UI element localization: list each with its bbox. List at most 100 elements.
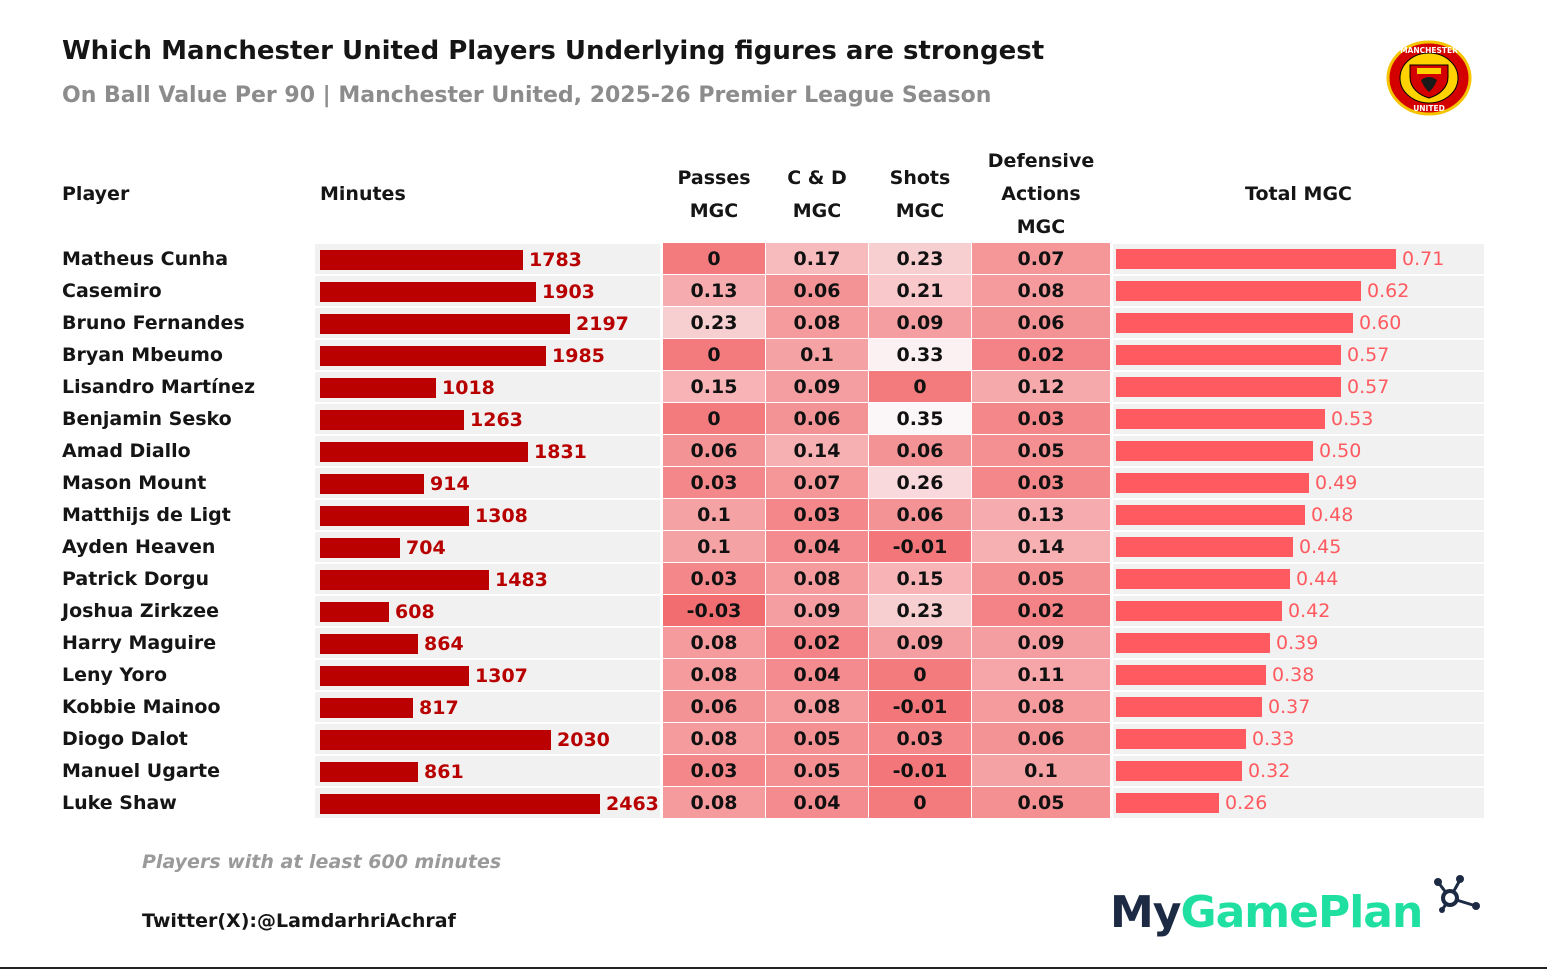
total-value: 0.26 <box>1225 792 1268 814</box>
minutes-bar <box>320 250 523 270</box>
player-name: Bryan Mbeumo <box>62 344 223 366</box>
mgc-cell-cd: 0.06 <box>766 275 868 307</box>
mgc-cell-passes: 0.03 <box>663 563 765 595</box>
total-value: 0.50 <box>1319 440 1362 462</box>
minutes-value: 1483 <box>495 569 548 591</box>
table-row: Lisandro Martínez 1018 0.15 0.09 0 0.12 0.57 <box>0 371 1547 403</box>
player-name: Luke Shaw <box>62 792 177 814</box>
mgc-cell-def: 0.07 <box>972 243 1110 275</box>
table-row: Manuel Ugarte 861 0.03 0.05 -0.01 0.1 0.32 <box>0 755 1547 787</box>
mgc-cell-def: 0.13 <box>972 499 1110 531</box>
minutes-bar <box>320 666 469 686</box>
total-value: 0.37 <box>1268 696 1311 718</box>
mgc-cell-cd: 0.02 <box>766 627 868 659</box>
total-bar <box>1116 345 1341 365</box>
brand-part1: My <box>1110 887 1181 938</box>
mgc-cell-passes: 0.08 <box>663 787 765 819</box>
total-bar <box>1116 761 1242 781</box>
mgc-cell-shots: 0 <box>869 371 971 403</box>
header-passes-line1: Passes <box>677 167 751 189</box>
minutes-bar <box>320 538 400 558</box>
mgc-cell-def: 0.14 <box>972 531 1110 563</box>
minutes-bar <box>320 762 418 782</box>
mgc-cell-shots: -0.01 <box>869 755 971 787</box>
minutes-value: 1985 <box>552 345 605 367</box>
minutes-bar <box>320 410 464 430</box>
mgc-cell-def: 0.02 <box>972 595 1110 627</box>
minutes-bar <box>320 794 600 814</box>
mgc-cell-def: 0.11 <box>972 659 1110 691</box>
mgc-cell-cd: 0.06 <box>766 403 868 435</box>
mgc-cell-cd: 0.05 <box>766 755 868 787</box>
mgc-cell-cd: 0.04 <box>766 659 868 691</box>
total-bar <box>1116 569 1290 589</box>
crest-text-bottom: UNITED <box>1413 104 1445 113</box>
total-value: 0.57 <box>1347 376 1390 398</box>
minutes-value: 2030 <box>557 729 610 751</box>
table-row: Luke Shaw 2463 0.08 0.04 0 0.05 0.26 <box>0 787 1547 819</box>
minutes-value: 1831 <box>534 441 587 463</box>
minutes-value: 1308 <box>475 505 528 527</box>
total-value: 0.53 <box>1331 408 1374 430</box>
minutes-value: 2197 <box>576 313 629 335</box>
brand-part2: GamePlan <box>1180 887 1423 938</box>
header-player: Player <box>62 183 130 205</box>
total-value: 0.42 <box>1288 600 1331 622</box>
mgc-cell-shots: 0.23 <box>869 243 971 275</box>
header-passes-line2: MGC <box>689 200 739 222</box>
header-defensive: Defensive Actions MGC <box>972 145 1110 244</box>
footnote: Players with at least 600 minutes <box>142 851 502 873</box>
minutes-bar <box>320 730 551 750</box>
mgc-cell-def: 0.12 <box>972 371 1110 403</box>
total-bar <box>1116 313 1353 333</box>
mgc-cell-cd: 0.09 <box>766 595 868 627</box>
player-name: Matthijs de Ligt <box>62 504 231 526</box>
network-nodes-icon <box>1434 875 1480 913</box>
total-value: 0.62 <box>1367 280 1410 302</box>
mgc-cell-cd: 0.08 <box>766 307 868 339</box>
mgc-cell-cd: 0.04 <box>766 531 868 563</box>
mgc-cell-shots: 0.09 <box>869 307 971 339</box>
total-value: 0.49 <box>1315 472 1358 494</box>
mgc-cell-cd: 0.05 <box>766 723 868 755</box>
mgc-cell-passes: 0.08 <box>663 723 765 755</box>
header-defensive-line1: Defensive <box>987 150 1095 172</box>
total-value: 0.44 <box>1296 568 1339 590</box>
minutes-bar <box>320 346 546 366</box>
mgc-cell-passes: 0.03 <box>663 755 765 787</box>
total-bar <box>1116 537 1293 557</box>
player-name: Manuel Ugarte <box>62 760 220 782</box>
mgc-cell-passes: 0.1 <box>663 499 765 531</box>
total-value: 0.60 <box>1359 312 1402 334</box>
total-bar <box>1116 729 1246 749</box>
player-name: Joshua Zirkzee <box>62 600 220 622</box>
mgc-cell-passes: 0.03 <box>663 467 765 499</box>
player-name: Matheus Cunha <box>62 248 229 270</box>
table-row: Bryan Mbeumo 1985 0 0.1 0.33 0.02 0.57 <box>0 339 1547 371</box>
minutes-value: 817 <box>419 697 459 719</box>
table-row: Patrick Dorgu 1483 0.03 0.08 0.15 0.05 0.44 <box>0 563 1547 595</box>
header-cd-line1: C & D <box>787 167 847 189</box>
mgc-cell-def: 0.03 <box>972 403 1110 435</box>
minutes-bar <box>320 378 436 398</box>
player-name: Leny Yoro <box>62 664 168 686</box>
mgc-cell-passes: 0.06 <box>663 691 765 723</box>
mgc-cell-passes: 0.13 <box>663 275 765 307</box>
minutes-value: 864 <box>424 633 464 655</box>
header-cd: C & D MGC <box>766 162 868 228</box>
mgc-cell-def: 0.05 <box>972 563 1110 595</box>
mgc-cell-passes: 0.08 <box>663 659 765 691</box>
total-value: 0.32 <box>1248 760 1291 782</box>
mgc-cell-shots: 0 <box>869 659 971 691</box>
player-name: Lisandro Martínez <box>62 376 256 398</box>
table-row: Matthijs de Ligt 1308 0.1 0.03 0.06 0.13 0.48 <box>0 499 1547 531</box>
minutes-value: 608 <box>395 601 435 623</box>
mgc-cell-shots: 0.09 <box>869 627 971 659</box>
player-name: Diogo Dalot <box>62 728 188 750</box>
total-value: 0.39 <box>1276 632 1319 654</box>
minutes-value: 2463 <box>606 793 659 815</box>
mgc-cell-def: 0.09 <box>972 627 1110 659</box>
minutes-value: 1903 <box>542 281 595 303</box>
bottom-border <box>0 967 1547 969</box>
table-row: Benjamin Sesko 1263 0 0.06 0.35 0.03 0.53 <box>0 403 1547 435</box>
